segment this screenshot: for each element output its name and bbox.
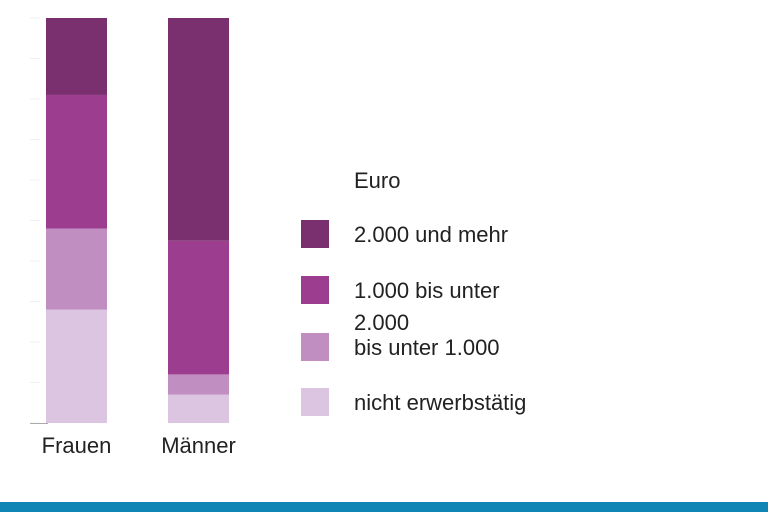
stacked-bar-chart: Frauen Männer [30,17,236,458]
bar-segment-männer-1 [168,374,229,395]
legend-title: Euro [354,168,401,193]
legend-label-bis-unter-1000: bis unter 1.000 [354,335,500,360]
legend-swatch-bis-unter-1000 [301,333,329,361]
bar-segment-frauen-2 [46,94,107,229]
bar-segment-männer-3 [168,18,229,241]
bar-segment-männer-2 [168,240,229,375]
x-tick-label-männer: Männer [161,433,236,458]
legend-swatch-2000-und-mehr [301,220,329,248]
bar-segment-frauen-1 [46,228,107,310]
bar-segment-frauen-0 [46,309,107,423]
bar-segment-männer-0 [168,394,229,423]
bar-segment-frauen-3 [46,18,107,95]
legend-swatch-nicht-erwerbstaetig [301,388,329,416]
footer-bar [0,502,768,512]
legend-swatch-1000-bis-unter-2000 [301,276,329,304]
legend-label-1000-bis-unter-2000: 1.000 bis unter 2.000 [354,278,500,335]
x-tick-label-frauen: Frauen [42,433,112,458]
legend-label-2000-und-mehr: 2.000 und mehr [354,222,509,247]
legend-label-nicht-erwerbstaetig: nicht erwerbstätig [354,390,527,415]
